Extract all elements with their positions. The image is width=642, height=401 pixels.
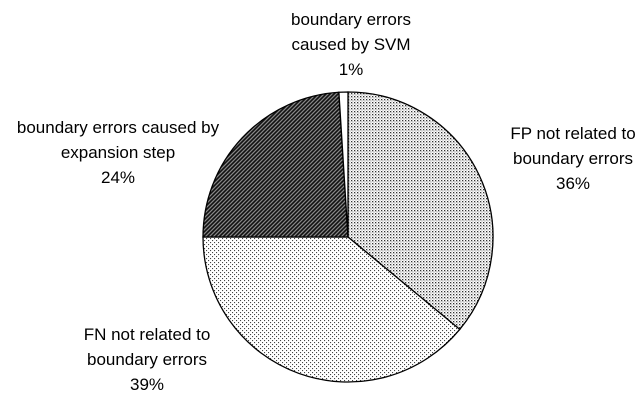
slice-label: boundary errors caused by SVM 1% bbox=[266, 7, 436, 82]
value-label: 1% bbox=[338, 60, 364, 79]
value-label: 36% bbox=[555, 174, 591, 193]
pie-slice bbox=[202, 91, 349, 238]
slice-label: FN not related to boundary errors 39% bbox=[57, 322, 237, 397]
pie-slice bbox=[347, 91, 494, 331]
category-label: FN not related to boundary errors bbox=[83, 325, 211, 369]
category-label: FP not related to boundary errors bbox=[510, 124, 636, 168]
pie-slice bbox=[338, 91, 349, 238]
value-label: 24% bbox=[100, 168, 136, 187]
slice-label: FP not related to boundary errors 36% bbox=[488, 121, 642, 196]
value-label: 39% bbox=[129, 375, 165, 394]
pie-slice bbox=[202, 236, 461, 383]
category-label: boundary errors caused by expansion step bbox=[16, 118, 220, 162]
slice-label: boundary errors caused by expansion step… bbox=[0, 115, 236, 190]
category-label: boundary errors caused by SVM bbox=[290, 10, 411, 54]
